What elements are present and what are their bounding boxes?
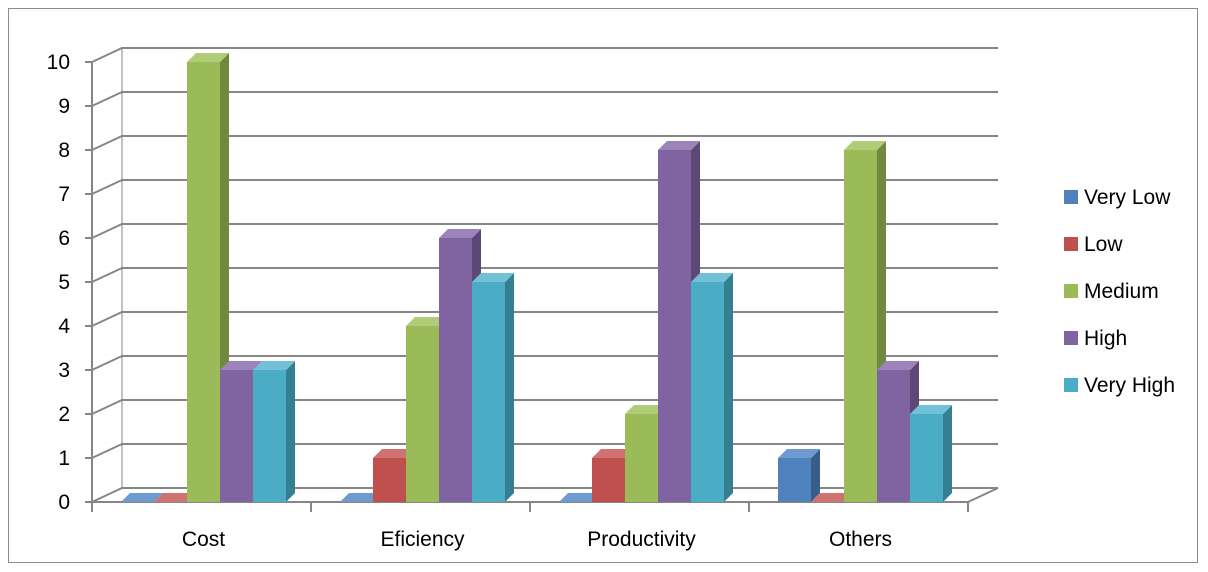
x-tick-labels: Cost Eficiency Productivity Others — [182, 528, 892, 551]
x-tick-label: Others — [829, 528, 892, 551]
gridline — [91, 267, 998, 283]
bar-top — [559, 493, 601, 502]
bar-top — [910, 405, 952, 414]
bar-top — [811, 493, 853, 502]
legend-swatch — [1064, 284, 1078, 298]
bar-top — [472, 273, 514, 282]
bar-front — [472, 282, 505, 502]
bar-front — [778, 458, 811, 502]
bar-front — [373, 458, 406, 502]
legend: Very Low Low Medium High Very High — [1064, 186, 1175, 397]
y-tick-label: 7 — [58, 183, 70, 206]
bar — [778, 449, 820, 502]
bar-front — [406, 326, 439, 502]
bar-front — [439, 238, 472, 502]
bar-front — [253, 370, 286, 502]
y-tick-labels: 0 1 2 3 4 5 6 7 8 9 10 — [47, 51, 71, 514]
y-tick-label: 2 — [58, 403, 70, 426]
bar-front — [910, 414, 943, 502]
y-tick-label: 3 — [58, 359, 70, 382]
bar-front — [592, 458, 625, 502]
bar — [373, 449, 415, 502]
bar — [121, 493, 163, 503]
bar-side — [505, 273, 514, 502]
gridline — [91, 179, 998, 195]
bar-top — [844, 141, 886, 150]
bar-front — [220, 370, 253, 502]
legend-swatch — [1064, 190, 1078, 204]
y-tick-label: 10 — [47, 51, 70, 74]
bar-top — [121, 493, 163, 502]
bar-front — [625, 414, 658, 502]
bar-front — [877, 370, 910, 502]
legend-label: Low — [1084, 233, 1123, 256]
x-tick-label: Cost — [182, 528, 225, 551]
legend-label: Very Low — [1084, 186, 1171, 209]
gridline — [91, 47, 998, 63]
bar-front — [187, 62, 220, 502]
bar-side — [943, 405, 952, 502]
bar-top — [253, 361, 295, 370]
bar-front — [658, 150, 691, 502]
bar — [472, 273, 514, 502]
bar-top — [778, 449, 820, 458]
y-tick-label: 9 — [58, 95, 70, 118]
legend-label: High — [1084, 327, 1127, 350]
bar-front — [844, 150, 877, 502]
y-tick-label: 6 — [58, 227, 70, 250]
bar — [910, 405, 952, 502]
bar-top — [340, 493, 382, 502]
bar — [559, 493, 601, 503]
bar — [811, 493, 853, 503]
gridline — [91, 91, 998, 107]
x-tick-label: Eficiency — [380, 528, 465, 551]
bar-top — [877, 361, 919, 370]
y-tick-label: 4 — [58, 315, 70, 338]
x-tick-label: Productivity — [587, 528, 696, 551]
bar-top — [439, 229, 481, 238]
bar-top — [187, 53, 229, 62]
bar — [340, 493, 382, 503]
bar-side — [286, 361, 295, 502]
bar-side — [811, 449, 820, 502]
bar-top — [691, 273, 733, 282]
y-tick-label: 1 — [58, 447, 70, 470]
bar — [253, 361, 295, 502]
bar-top — [592, 449, 634, 458]
legend-swatch — [1064, 237, 1078, 251]
bar-side — [724, 273, 733, 502]
gridline — [91, 223, 998, 239]
legend-swatch — [1064, 331, 1078, 345]
bar-top — [220, 361, 262, 370]
y-tick-label: 5 — [58, 271, 70, 294]
bar-top — [373, 449, 415, 458]
bar-front — [691, 282, 724, 502]
bar — [691, 273, 733, 502]
bars — [121, 53, 952, 503]
bar-top — [658, 141, 700, 150]
legend-label: Medium — [1084, 280, 1159, 303]
bar-top — [154, 493, 196, 502]
legend-label: Very High — [1084, 374, 1175, 397]
y-tick-label: 0 — [58, 491, 70, 514]
bar-top — [406, 317, 448, 326]
bar-top — [625, 405, 667, 414]
gridline — [91, 135, 998, 151]
y-tick-label: 8 — [58, 139, 70, 162]
legend-swatch — [1064, 378, 1078, 392]
bar — [154, 493, 196, 503]
